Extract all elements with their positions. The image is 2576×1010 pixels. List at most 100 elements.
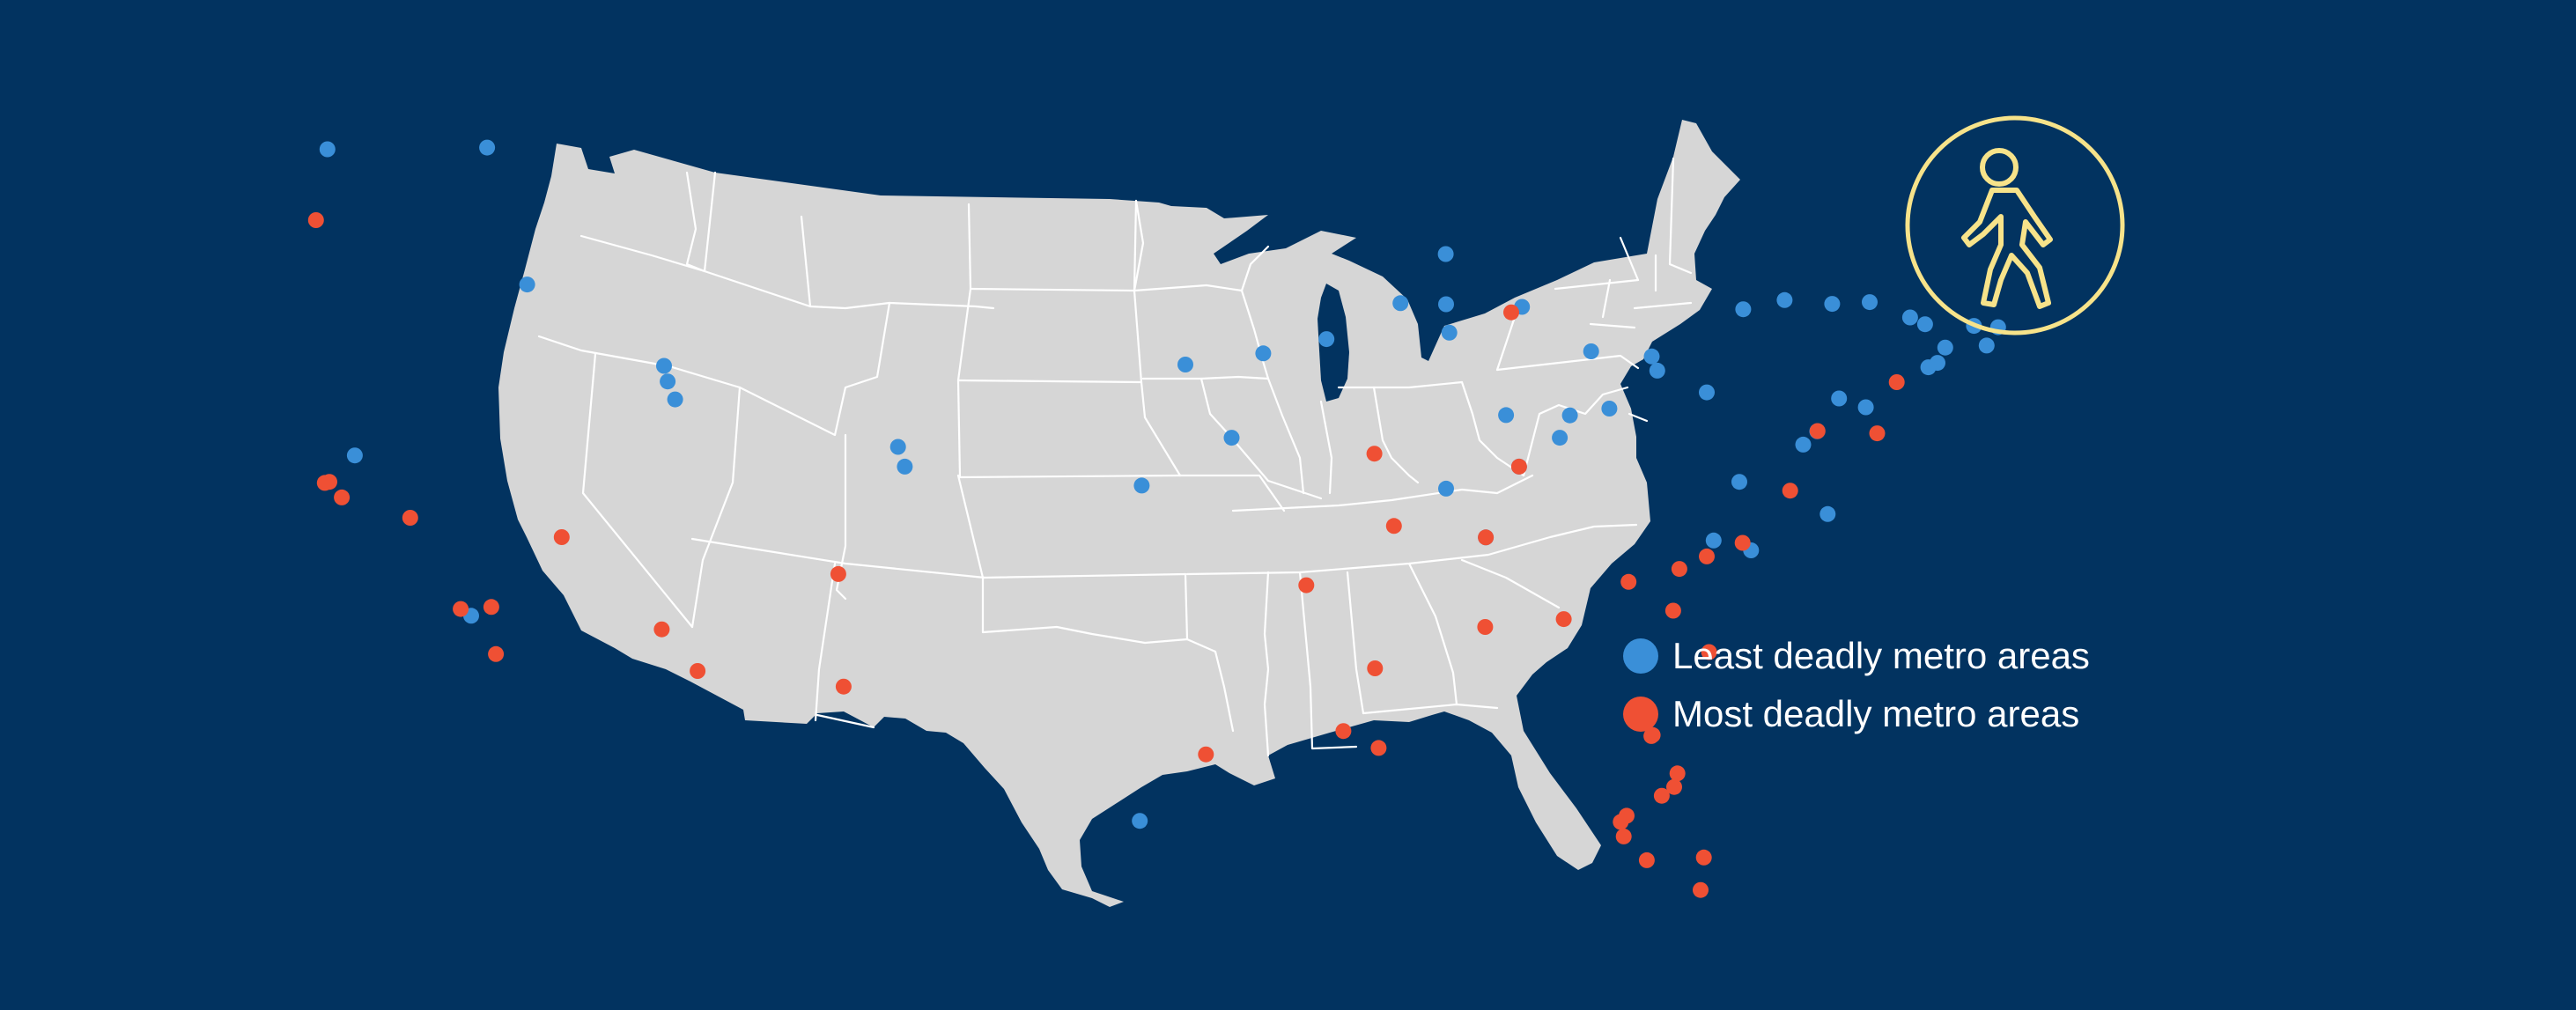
most-deadly-marker [1615, 828, 1632, 844]
most-deadly-marker [1782, 483, 1798, 499]
least-deadly-marker [1441, 324, 1458, 341]
state-border-line [1495, 354, 1640, 372]
most-deadly-marker [316, 475, 333, 491]
least-deadly-marker [897, 458, 913, 475]
least-deadly-marker [1731, 474, 1747, 490]
state-border-line [1133, 199, 1138, 292]
most-deadly-marker [402, 510, 418, 526]
most-deadly-marker [653, 621, 670, 638]
most-deadly-marker [1888, 374, 1905, 390]
metro-markers [307, 139, 2006, 898]
most-deadly-marker [1478, 529, 1495, 546]
least-deadly-marker [519, 276, 535, 293]
least-deadly-marker [1255, 345, 1272, 362]
least-deadly-marker [1132, 813, 1148, 829]
legend-label-most: Most deadly metro areas [1672, 693, 2080, 734]
state-border-line [1589, 322, 1636, 329]
least-deadly-marker [1824, 296, 1841, 313]
state-border-line [1319, 400, 1333, 495]
most-deadly-dot-icon [1623, 697, 1658, 732]
pedestrian-icon [1905, 115, 2125, 335]
least-deadly-marker [1438, 296, 1454, 313]
least-deadly-marker [1705, 532, 1722, 549]
state-border-line [537, 335, 742, 389]
most-deadly-marker [1653, 787, 1670, 804]
least-deadly-marker [479, 139, 496, 156]
state-border-line [1633, 301, 1693, 310]
least-deadly-marker [1920, 359, 1937, 376]
state-border-line [1141, 375, 1270, 380]
least-deadly-marker [1552, 430, 1568, 446]
most-deadly-marker [1701, 644, 1717, 660]
state-border-line [981, 572, 1187, 579]
legend-item-least: Least deadly metro areas [1623, 627, 2169, 685]
most-deadly-marker [453, 601, 469, 617]
most-deadly-marker [1695, 849, 1712, 866]
state-border-line [1337, 380, 1464, 389]
state-border-line [738, 301, 891, 437]
state-border-line [1298, 571, 1358, 750]
legend-item-most: Most deadly metro areas [1623, 685, 2169, 743]
most-deadly-marker [1370, 740, 1387, 756]
most-deadly-marker [1335, 723, 1352, 740]
least-deadly-marker [889, 439, 906, 455]
state-border-line [1407, 562, 1458, 706]
least-deadly-marker [1916, 316, 1933, 333]
state-border-line [1460, 558, 1561, 609]
most-deadly-marker [1693, 881, 1709, 898]
state-border-line [1133, 284, 1270, 380]
most-deadly-marker [1555, 611, 1572, 628]
most-deadly-marker [307, 212, 324, 228]
least-deadly-marker [667, 391, 683, 408]
most-deadly-marker [1671, 561, 1687, 578]
least-deadly-marker [1498, 407, 1515, 424]
state-border-line [958, 474, 1182, 479]
most-deadly-marker [1298, 577, 1315, 593]
least-deadly-marker [1937, 339, 1953, 356]
state-border-line [956, 203, 972, 479]
least-deadly-marker [1819, 505, 1836, 522]
state-border-line [800, 215, 812, 308]
state-border-line [1240, 245, 1270, 292]
state-border-line [888, 301, 995, 310]
contiguous-us-landmass [498, 120, 1740, 907]
most-deadly-marker [1643, 727, 1660, 744]
least-deadly-marker [1437, 246, 1454, 262]
most-deadly-marker [1477, 619, 1494, 635]
state-border-line [1601, 278, 1612, 319]
state-border-line [1362, 703, 1499, 715]
state-border-line [1231, 474, 1534, 512]
state-border-line [703, 171, 717, 273]
state-border-line [1133, 199, 1145, 292]
most-deadly-marker [830, 565, 846, 582]
least-deadly-marker [1223, 430, 1240, 446]
least-deadly-marker [1857, 399, 1874, 416]
state-border-line [956, 379, 1182, 477]
least-deadly-marker [1561, 407, 1578, 424]
most-deadly-marker [1503, 304, 1519, 321]
least-deadly-marker [346, 447, 363, 464]
legend-label-least: Least deadly metro areas [1672, 635, 2090, 676]
least-deadly-marker [1177, 357, 1193, 372]
state-border-line [1460, 380, 1525, 477]
least-deadly-marker [1392, 295, 1409, 312]
most-deadly-marker [1620, 573, 1637, 590]
state-border-line [814, 562, 837, 722]
state-border-line [1495, 315, 1517, 372]
most-deadly-marker [1699, 548, 1715, 564]
least-deadly-marker [1978, 337, 1995, 354]
least-deadly-marker [1601, 401, 1618, 417]
least-deadly-marker [1438, 480, 1454, 497]
most-deadly-marker [1367, 660, 1384, 676]
least-deadly-marker [1318, 331, 1335, 348]
most-deadly-marker [1510, 458, 1527, 475]
least-deadly-marker [1649, 362, 1665, 379]
most-deadly-marker [1734, 534, 1751, 551]
most-deadly-marker [1666, 778, 1682, 795]
most-deadly-marker [835, 678, 852, 695]
most-deadly-marker [1638, 851, 1655, 868]
most-deadly-marker [483, 599, 499, 616]
state-border-line [956, 474, 985, 579]
state-border-line [581, 352, 694, 629]
least-deadly-marker [1735, 301, 1752, 318]
